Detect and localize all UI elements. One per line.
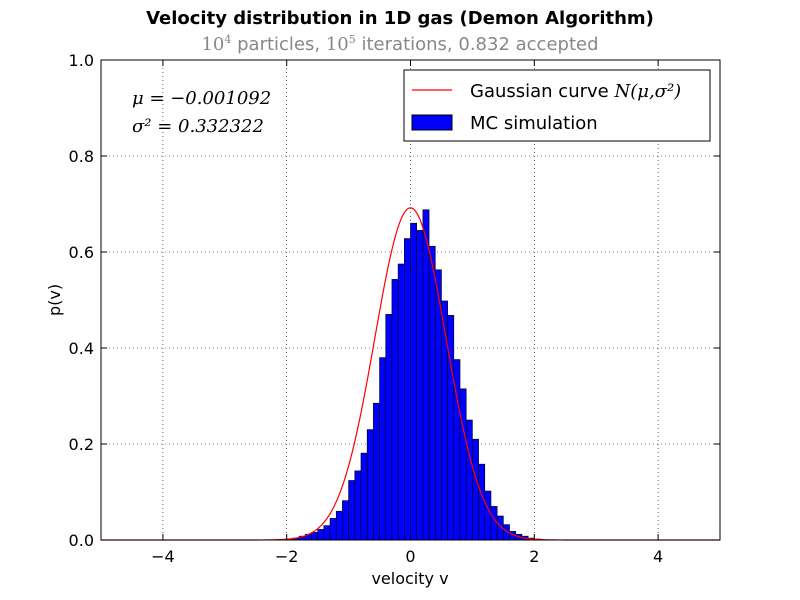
legend: Gaussian curve N(μ,σ²) MC simulation [403,69,711,142]
histogram-bar [490,506,498,541]
histogram-bar [441,300,448,541]
axis-ticks: −4 −2 0 2 4 0.0 0.2 0.4 0.6 0.8 1.0 [69,51,720,566]
histogram-bar [311,532,318,541]
y-tick-label: 0.8 [69,147,94,166]
histogram-bar [422,209,430,541]
legend-gaussian-math: N(μ,σ²) [613,81,681,102]
chart-subtitle: 104 particles, 105 iterations, 0.832 acc… [0,33,800,55]
subtitle-iterations-exp: 5 [348,33,356,46]
y-tick-label: 1.0 [69,51,94,70]
subtitle-particles-label: particles, [237,34,321,55]
x-tick-label: 4 [653,547,663,566]
histogram-bar [465,419,473,541]
x-tick-label: 0 [405,547,415,566]
y-axis-label: p(v) [45,284,64,316]
y-tick-label: 0.2 [69,435,94,454]
histogram-bar [335,510,343,541]
x-tick-label: 2 [529,547,539,566]
y-tick-label: 0.6 [69,243,94,262]
legend-mc-swatch [411,114,453,131]
histogram-bars [280,209,541,541]
subtitle-iterations-label: iterations, 0.832 accepted [361,34,599,55]
histogram-bar [379,357,387,541]
x-tick-label: −2 [275,547,299,566]
histogram-bar [410,222,417,541]
histogram-bar [404,238,411,541]
histogram-bar [385,314,393,541]
histogram-bar [428,245,436,541]
histogram-bar [459,388,467,541]
histogram-bar [484,490,492,541]
x-tick-label: −4 [151,547,175,566]
legend-gaussian-name: Gaussian curve [470,81,609,102]
histogram-bar [391,279,399,541]
subtitle-particles-exp: 4 [224,33,232,46]
histogram-bar [348,480,356,541]
annotation-mu: μ = −0.001092 [132,88,272,109]
histogram-bar [317,529,325,541]
y-tick-label: 0.0 [69,531,94,550]
annotation-sigma2: σ² = 0.332322 [132,116,264,137]
histogram-bar [329,518,337,541]
y-tick-label: 0.4 [69,339,94,358]
histogram-bar [342,500,349,541]
histogram-bar [354,470,362,541]
histogram-bar [366,429,374,541]
x-axis-label: velocity v [371,569,448,588]
legend-frame [403,69,711,142]
subtitle-iterations-base: 10 [325,34,349,55]
histogram-bar [360,452,368,541]
histogram-bar [323,525,331,541]
histogram-bar [472,438,479,541]
histogram-bar [373,402,380,541]
legend-mc-label: MC simulation [470,113,598,134]
histogram-bar [478,463,486,541]
histogram-bar [397,263,405,541]
chart-title: Velocity distribution in 1D gas (Demon A… [146,8,654,29]
histogram-bar [416,230,424,541]
subtitle-particles-base: 10 [201,34,225,55]
legend-gaussian-label: Gaussian curve N(μ,σ²) [470,81,681,102]
